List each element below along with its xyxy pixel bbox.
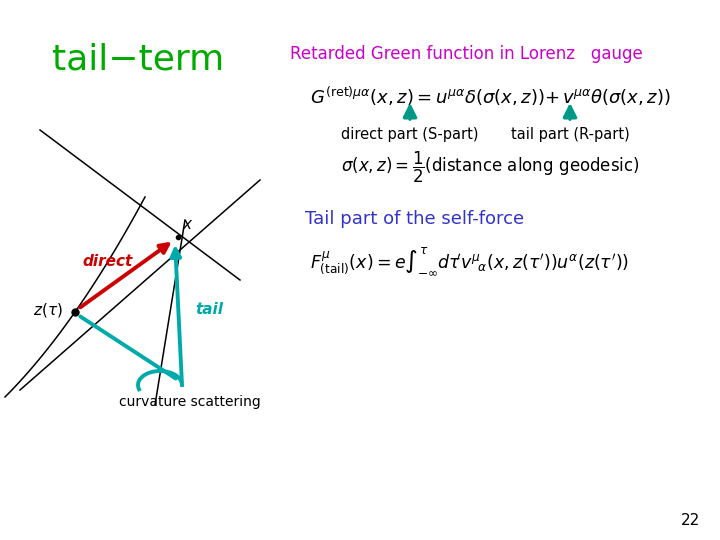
Text: direct part (S-part): direct part (S-part) (341, 127, 479, 142)
Text: 22: 22 (680, 513, 700, 528)
Text: $x$: $x$ (182, 217, 194, 232)
Text: $\sigma(x,z)=\dfrac{1}{2}(\mathrm{distance\ along\ geodesic})$: $\sigma(x,z)=\dfrac{1}{2}(\mathrm{distan… (341, 150, 639, 185)
Text: tail−term: tail−term (52, 43, 224, 77)
Text: tail: tail (195, 302, 223, 318)
Text: tail part (R-part): tail part (R-part) (510, 127, 629, 142)
Text: $z(\tau)$: $z(\tau)$ (33, 301, 63, 319)
Text: $F^{\mu}_{(\mathrm{tail})}(x)=e\int_{-\infty}^{\tau}$$d\tau\!^\prime v^{\mu}{}_{: $F^{\mu}_{(\mathrm{tail})}(x)=e\int_{-\i… (310, 245, 629, 276)
Text: Retarded Green function in Lorenz  gauge: Retarded Green function in Lorenz gauge (290, 45, 643, 63)
Text: Tail part of the self-force: Tail part of the self-force (305, 210, 524, 228)
Text: curvature scattering: curvature scattering (119, 395, 261, 409)
Text: direct: direct (83, 254, 133, 269)
Text: $G^{(\mathrm{ret})\mu\alpha}(x,z)=u^{\mu\alpha}\delta(\sigma(x,z))$$+\,v^{\mu\al: $G^{(\mathrm{ret})\mu\alpha}(x,z)=u^{\mu… (310, 85, 670, 108)
